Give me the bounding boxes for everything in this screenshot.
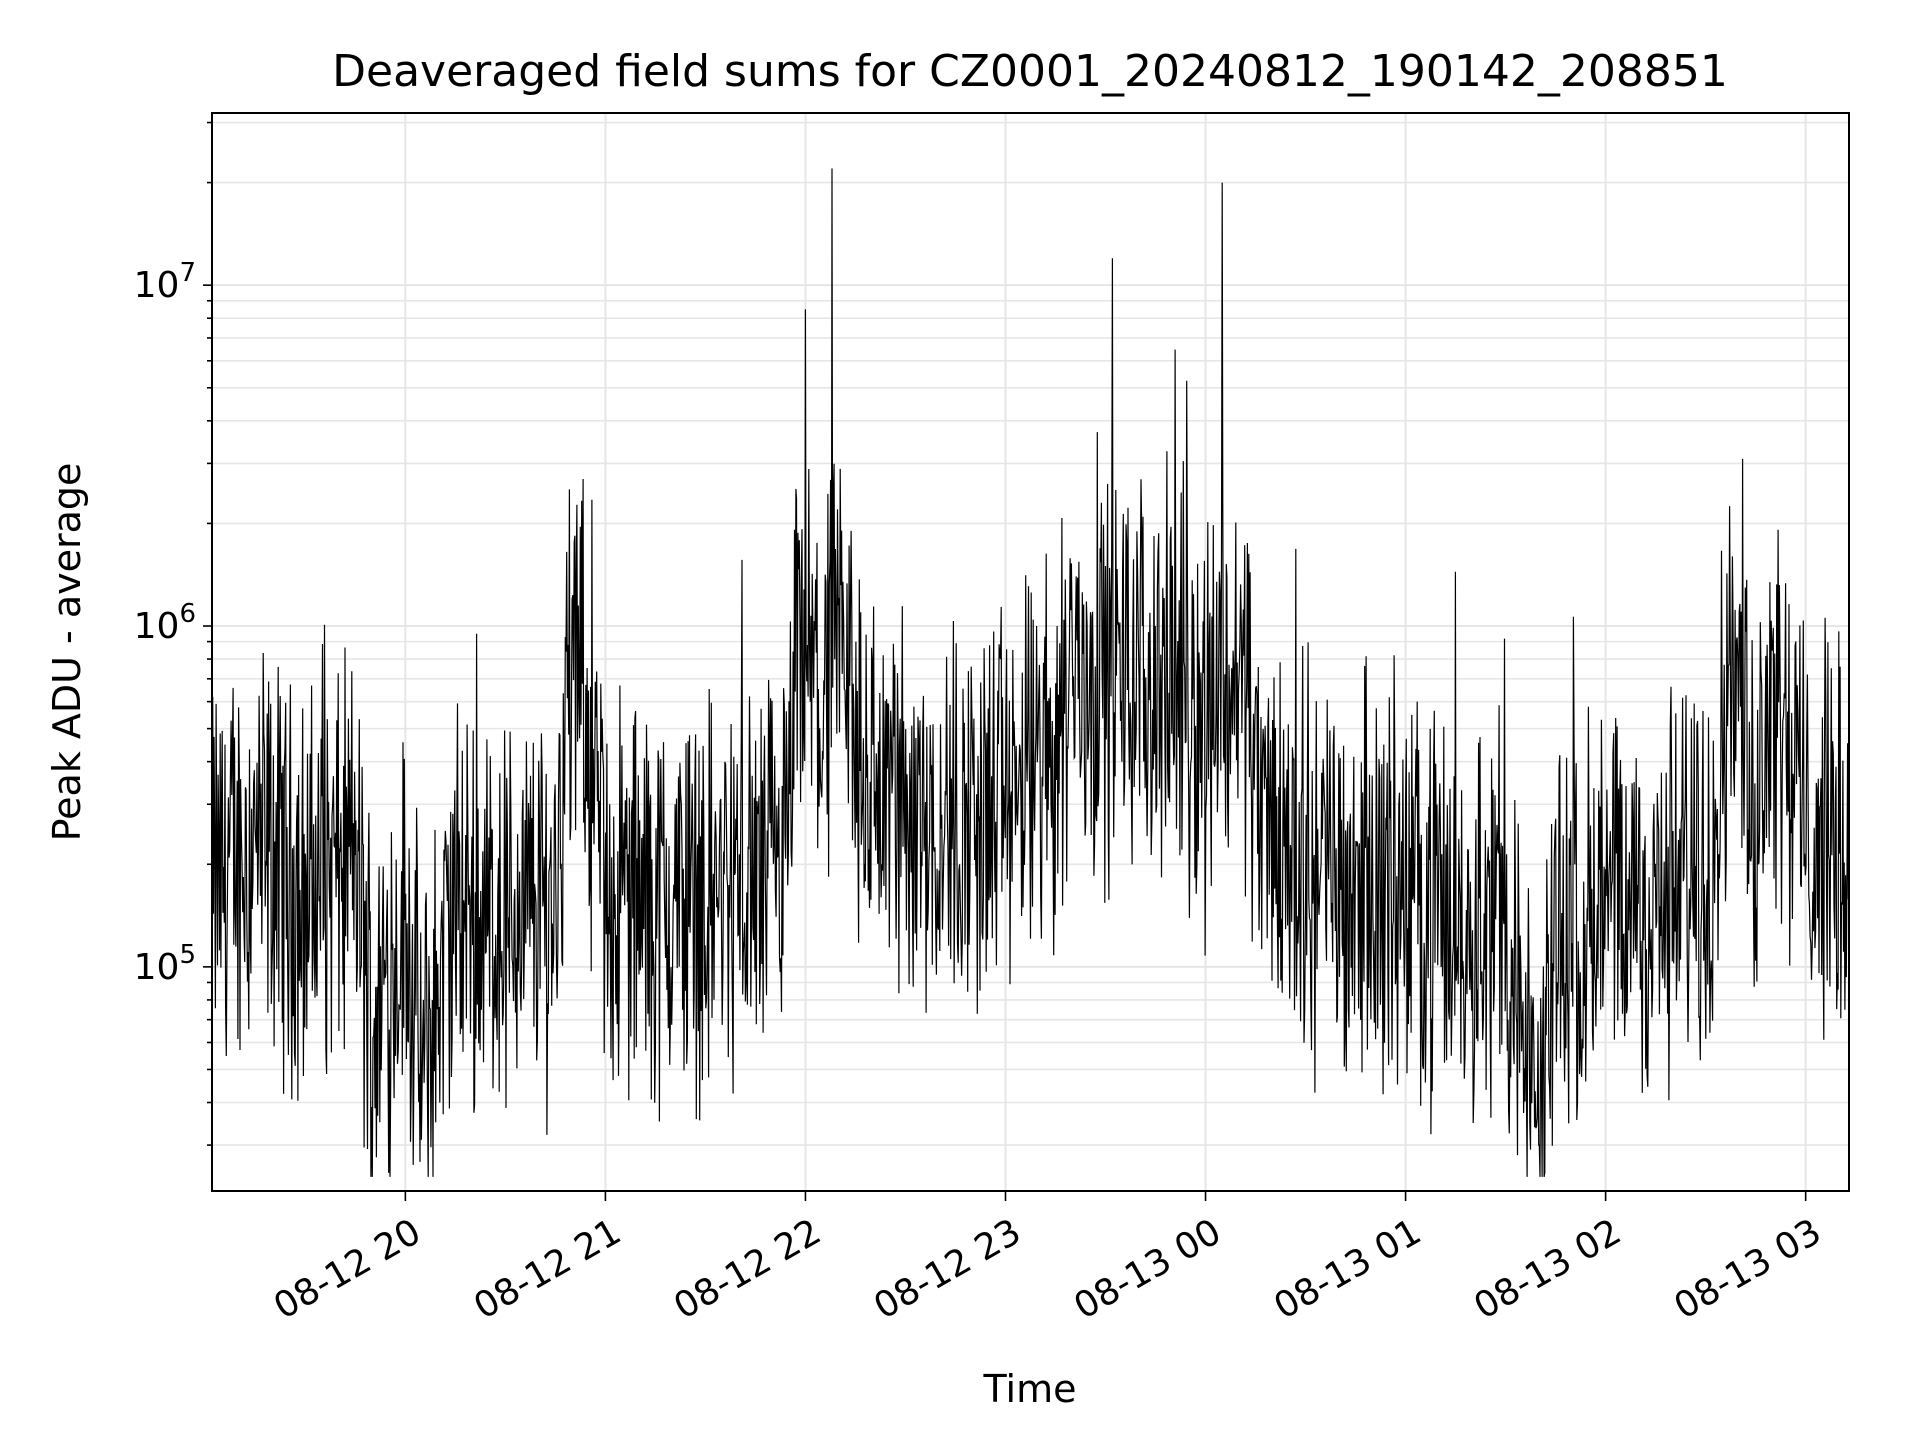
plot-frame — [211, 112, 1850, 1192]
y-axis-label: Peak ADU - average — [45, 463, 89, 842]
y-tick-base: 10 — [134, 265, 180, 306]
y-tick-base: 10 — [134, 606, 180, 647]
y-tick-label: 107 — [134, 258, 196, 306]
x-axis-label: Time — [983, 1367, 1077, 1411]
y-tick-exponent: 6 — [179, 599, 196, 629]
y-tick-label: 105 — [134, 940, 196, 988]
y-tick-base: 10 — [134, 947, 180, 988]
series-layer — [211, 168, 1850, 1178]
y-tick-label: 106 — [134, 599, 196, 647]
series-line — [211, 168, 1850, 1178]
y-tick-exponent: 7 — [179, 258, 196, 288]
chart-title: Deaveraged field sums for CZ0001_2024081… — [332, 46, 1728, 97]
y-tick-exponent: 5 — [179, 940, 196, 970]
